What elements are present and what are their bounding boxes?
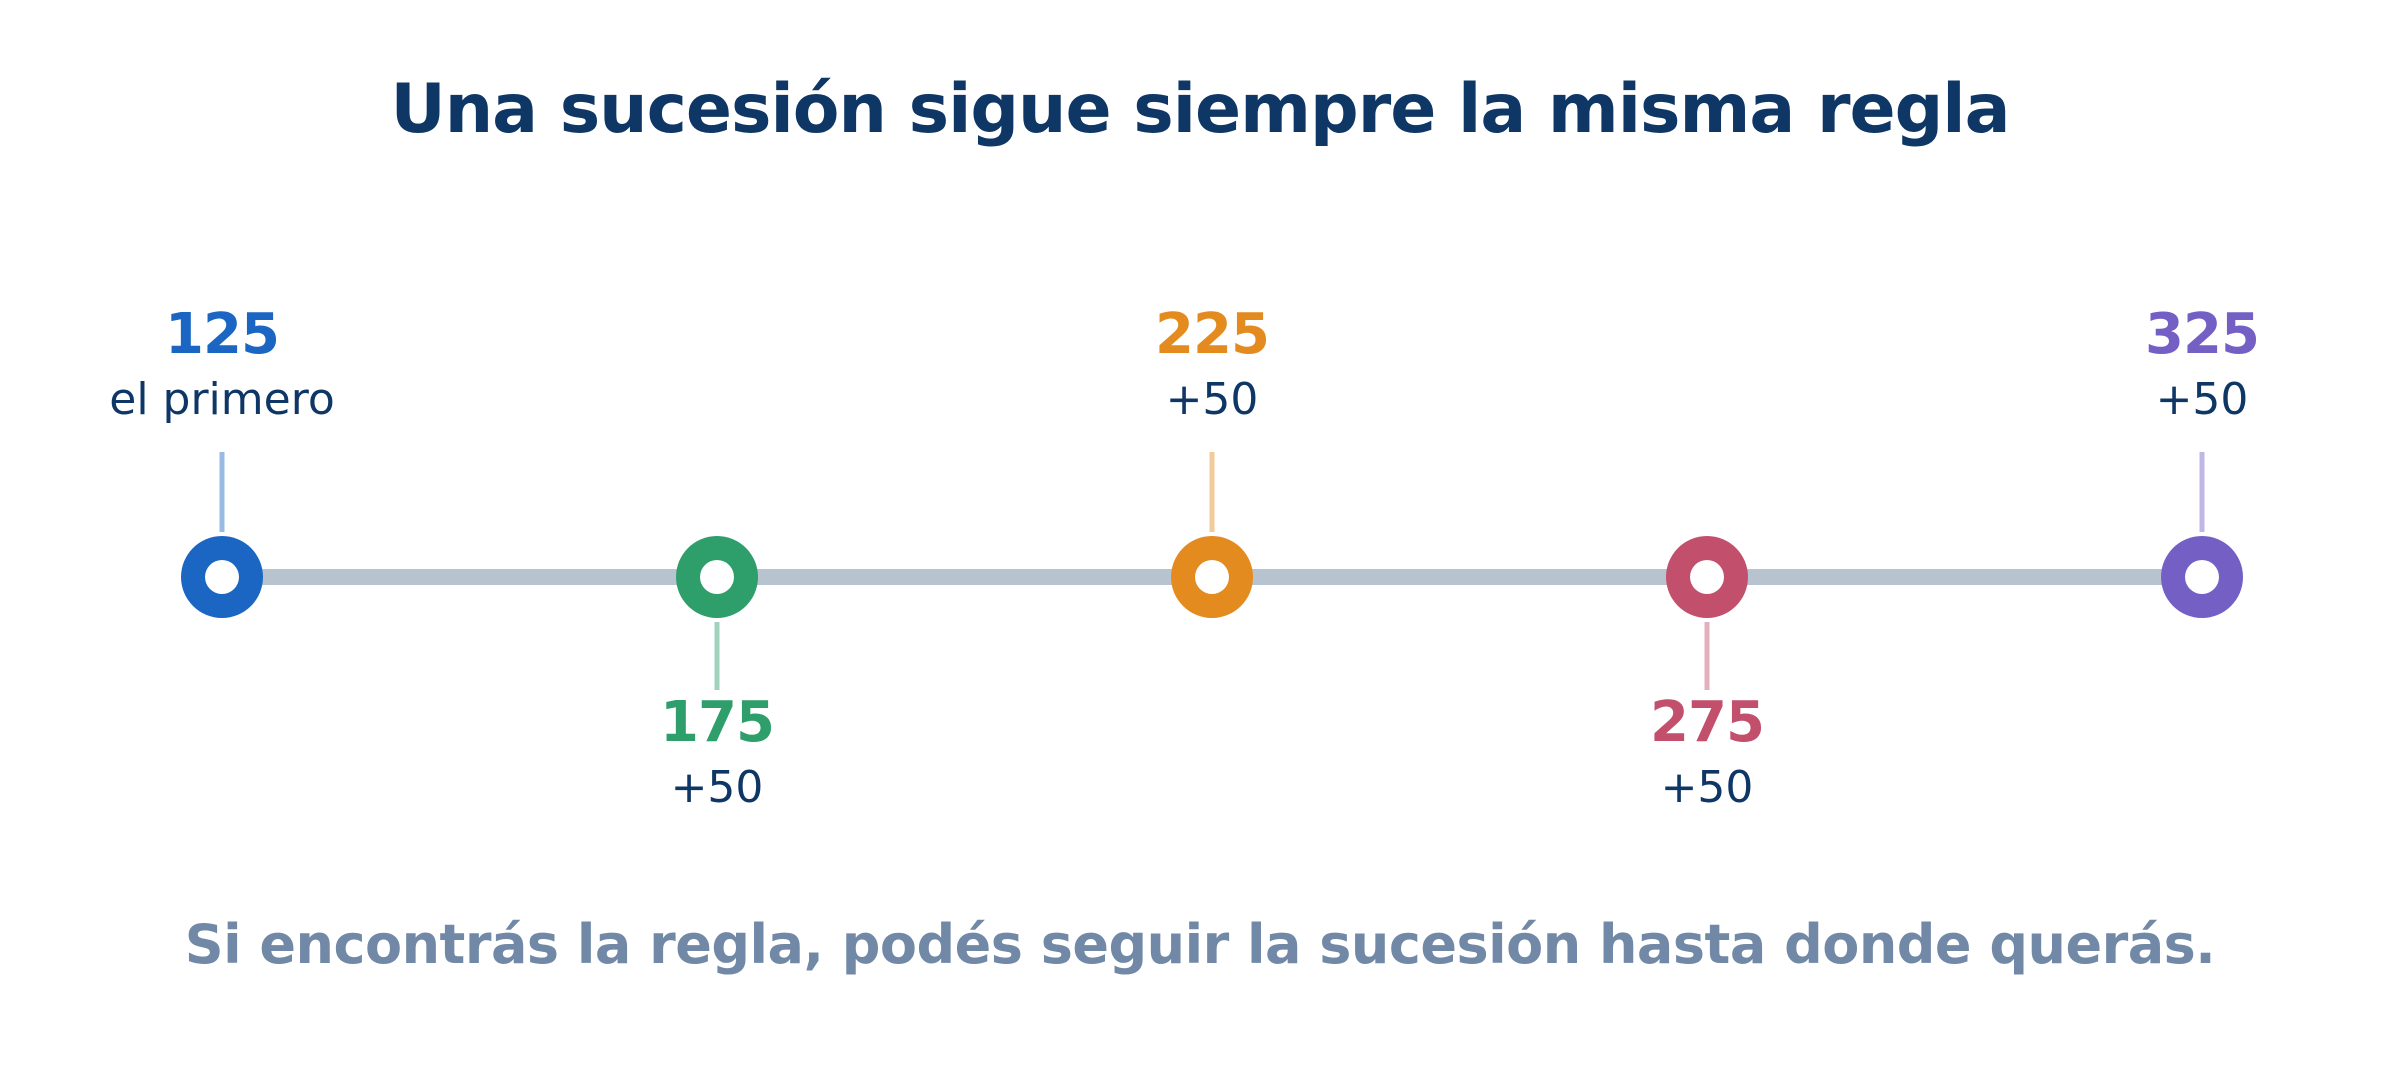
- node-label: 225 +50: [1032, 300, 1392, 430]
- node-value: 325: [2145, 302, 2260, 367]
- node-marker-center: [2185, 560, 2219, 594]
- node-label: 275 +50: [1527, 688, 1887, 818]
- node-label: 325 +50: [2022, 300, 2382, 430]
- node-caption: +50: [1165, 374, 1259, 425]
- node-label: 175 +50: [537, 688, 897, 818]
- node-marker-center: [700, 560, 734, 594]
- node-caption: el primero: [109, 374, 335, 425]
- diagram-title: Una sucesión sigue siempre la misma regl…: [390, 70, 2011, 149]
- node-value: 125: [165, 302, 280, 367]
- node-label: 125 el primero: [42, 300, 402, 430]
- diagram-footer: Si encontrás la regla, podés seguir la s…: [184, 913, 2216, 976]
- node-marker-center: [1195, 560, 1229, 594]
- node-caption: +50: [1660, 762, 1754, 813]
- node-value: 175: [660, 690, 775, 755]
- timeline-nodes: [181, 452, 2243, 690]
- node-caption: +50: [670, 762, 764, 813]
- node-marker-center: [1690, 560, 1724, 594]
- node-caption: +50: [2155, 374, 2249, 425]
- node-marker-center: [205, 560, 239, 594]
- node-value: 225: [1155, 302, 1270, 367]
- node-value: 275: [1650, 690, 1765, 755]
